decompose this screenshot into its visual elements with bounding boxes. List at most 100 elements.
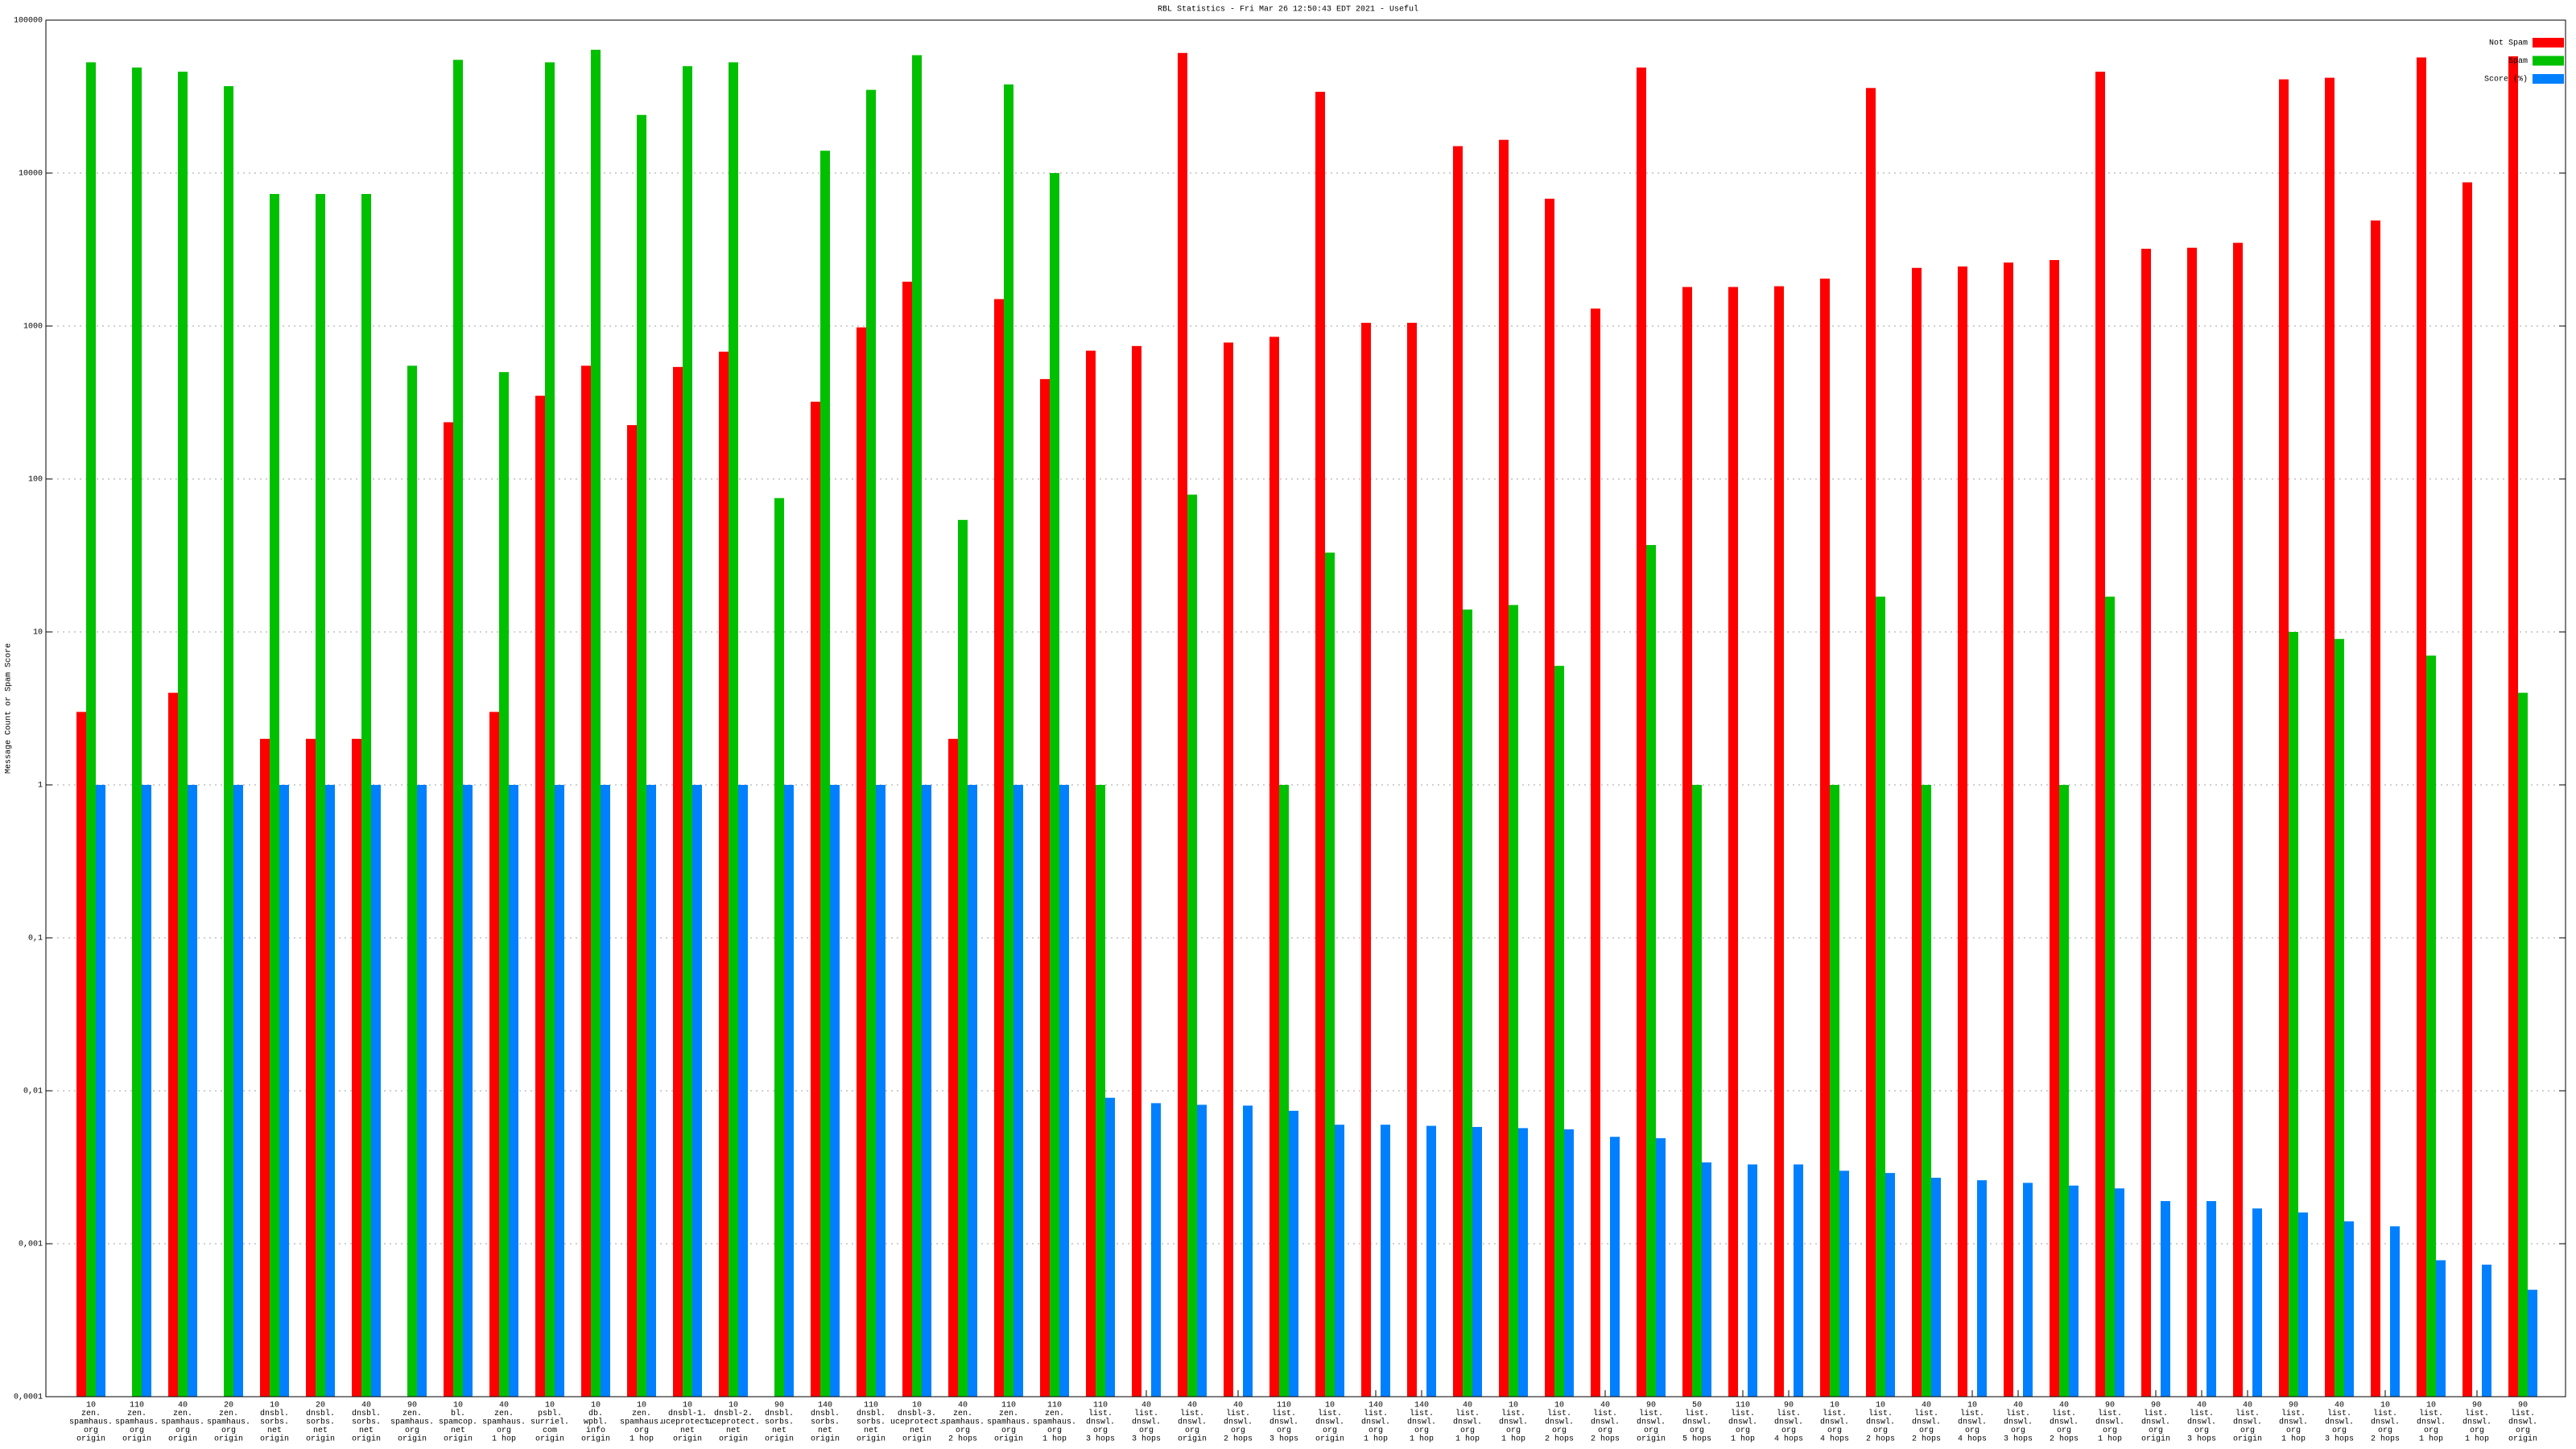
bar xyxy=(306,738,316,1397)
x-tick-label: 1 hop xyxy=(1501,1435,1525,1444)
bar xyxy=(1922,785,1931,1397)
x-tick-label: 90 xyxy=(407,1402,417,1410)
x-tick-label: 10 xyxy=(591,1402,601,1410)
x-tick-label: dnsbl. xyxy=(765,1409,794,1418)
y-tick-label: 1 xyxy=(38,782,43,791)
x-tick-label: uceprotect. xyxy=(707,1418,760,1427)
bar xyxy=(774,497,784,1397)
x-tick-label: 110 xyxy=(130,1402,144,1410)
x-tick-label: origin xyxy=(719,1435,748,1444)
x-tick-label: 90 xyxy=(774,1402,784,1410)
x-tick-label: dnswl. xyxy=(1866,1418,1895,1427)
x-tick-label: dnsbl-1. xyxy=(668,1409,707,1418)
y-tick-label: 100000 xyxy=(14,17,43,26)
y-tick-label: 0,1 xyxy=(28,935,43,943)
x-tick-label: spamhaus. xyxy=(620,1418,663,1427)
x-tick-label: origin xyxy=(122,1435,151,1444)
x-tick-label: 10 xyxy=(1554,1402,1564,1410)
x-tick-label: 2 hops xyxy=(948,1435,977,1444)
x-tick-label: 1 hop xyxy=(492,1435,516,1444)
x-tick-label: dnswl. xyxy=(1315,1418,1344,1427)
x-tick-label: org xyxy=(2332,1426,2347,1435)
x-tick-label: org xyxy=(405,1426,419,1435)
x-tick-label: spamhaus. xyxy=(390,1418,434,1427)
x-tick-label: list. xyxy=(1868,1409,1893,1418)
legend-label: Not Spam xyxy=(2489,39,2528,48)
bar xyxy=(1086,350,1096,1397)
x-tick-label: org xyxy=(1919,1426,1934,1435)
x-tick-label: 40 xyxy=(1463,1402,1472,1410)
x-tick-label: list. xyxy=(1823,1409,1847,1418)
x-tick-label: org xyxy=(1414,1426,1429,1435)
bar xyxy=(1591,308,1600,1397)
x-tick-label: list. xyxy=(2052,1409,2076,1418)
bar xyxy=(2187,247,2197,1397)
bar xyxy=(76,712,86,1397)
x-tick-label: sorbs. xyxy=(352,1418,381,1427)
x-tick-label: dnswl. xyxy=(1224,1418,1253,1427)
x-tick-label: origin xyxy=(444,1435,473,1444)
bar xyxy=(555,785,564,1397)
x-tick-label: bl. xyxy=(451,1409,465,1418)
x-tick-label: zen. xyxy=(173,1410,192,1418)
bar xyxy=(2105,597,2115,1397)
x-tick-label: dnswl. xyxy=(1178,1418,1207,1427)
x-tick-label: 20 xyxy=(224,1402,233,1410)
x-tick-label: list. xyxy=(2006,1409,2030,1418)
x-tick-label: net xyxy=(680,1426,695,1435)
x-tick-label: 3 hops xyxy=(2187,1435,2216,1444)
x-tick-label: 3 hops xyxy=(1132,1435,1161,1444)
x-tick-label: dnswl. xyxy=(1407,1418,1436,1427)
x-tick-label: org xyxy=(2378,1426,2392,1435)
x-tick-label: wpbl. xyxy=(584,1418,608,1427)
x-tick-label: dnsbl-3. xyxy=(898,1409,936,1418)
bar xyxy=(2050,260,2059,1397)
x-tick-label: list. xyxy=(1272,1409,1296,1418)
x-tick-label: 10 xyxy=(270,1402,279,1410)
x-tick-label: dnswl. xyxy=(1774,1418,1803,1427)
x-tick-label: dnsbl. xyxy=(857,1409,886,1418)
x-tick-label: dnswl. xyxy=(2508,1418,2537,1427)
x-tick-label: 3 hops xyxy=(2004,1435,2033,1444)
bar xyxy=(2233,242,2243,1397)
x-tick-label: origin xyxy=(673,1435,702,1444)
bar xyxy=(2528,1290,2537,1397)
bar xyxy=(820,151,830,1397)
y-axis-label: Message Count or Spam Score xyxy=(5,643,14,774)
x-tick-label: origin xyxy=(1178,1435,1207,1444)
x-tick-label: uceprotect. xyxy=(890,1418,943,1427)
legend-label: Score (%) xyxy=(2484,75,2528,85)
x-tick-label: 10 xyxy=(1876,1402,1885,1410)
x-tick-label: spamhaus. xyxy=(987,1418,1030,1427)
x-tick-label: origin xyxy=(214,1435,243,1444)
x-tick-label: list. xyxy=(1088,1409,1113,1418)
x-tick-label: list. xyxy=(2327,1409,2351,1418)
x-tick-label: 4 hops xyxy=(1774,1435,1803,1444)
x-tick-label: org xyxy=(1093,1426,1108,1435)
x-tick-label: list. xyxy=(1685,1409,1709,1418)
x-tick-label: origin xyxy=(535,1435,564,1444)
bar xyxy=(371,785,381,1397)
x-tick-label: sorbs. xyxy=(765,1418,794,1427)
x-tick-label: dnsbl. xyxy=(352,1409,381,1418)
bar xyxy=(96,785,105,1397)
x-tick-label: surriel. xyxy=(530,1418,569,1427)
bar xyxy=(1820,279,1830,1397)
x-tick-label: org xyxy=(1001,1426,1016,1435)
x-tick-label: 2 hops xyxy=(1545,1435,1574,1444)
x-tick-label: 110 xyxy=(864,1402,878,1410)
bar xyxy=(922,785,931,1397)
x-tick-label: 40 xyxy=(2059,1402,2069,1410)
bar xyxy=(325,785,335,1397)
bar xyxy=(1279,785,1289,1397)
bar xyxy=(601,785,610,1397)
bar xyxy=(581,365,591,1397)
bar xyxy=(1656,1137,1666,1397)
x-tick-label: 10 xyxy=(2380,1402,2390,1410)
bar xyxy=(316,193,325,1397)
x-tick-label: org xyxy=(1965,1426,1979,1435)
bar xyxy=(2482,1264,2491,1397)
bar xyxy=(2095,72,2105,1397)
bar xyxy=(2298,1212,2308,1397)
x-tick-label: list. xyxy=(1318,1409,1342,1418)
